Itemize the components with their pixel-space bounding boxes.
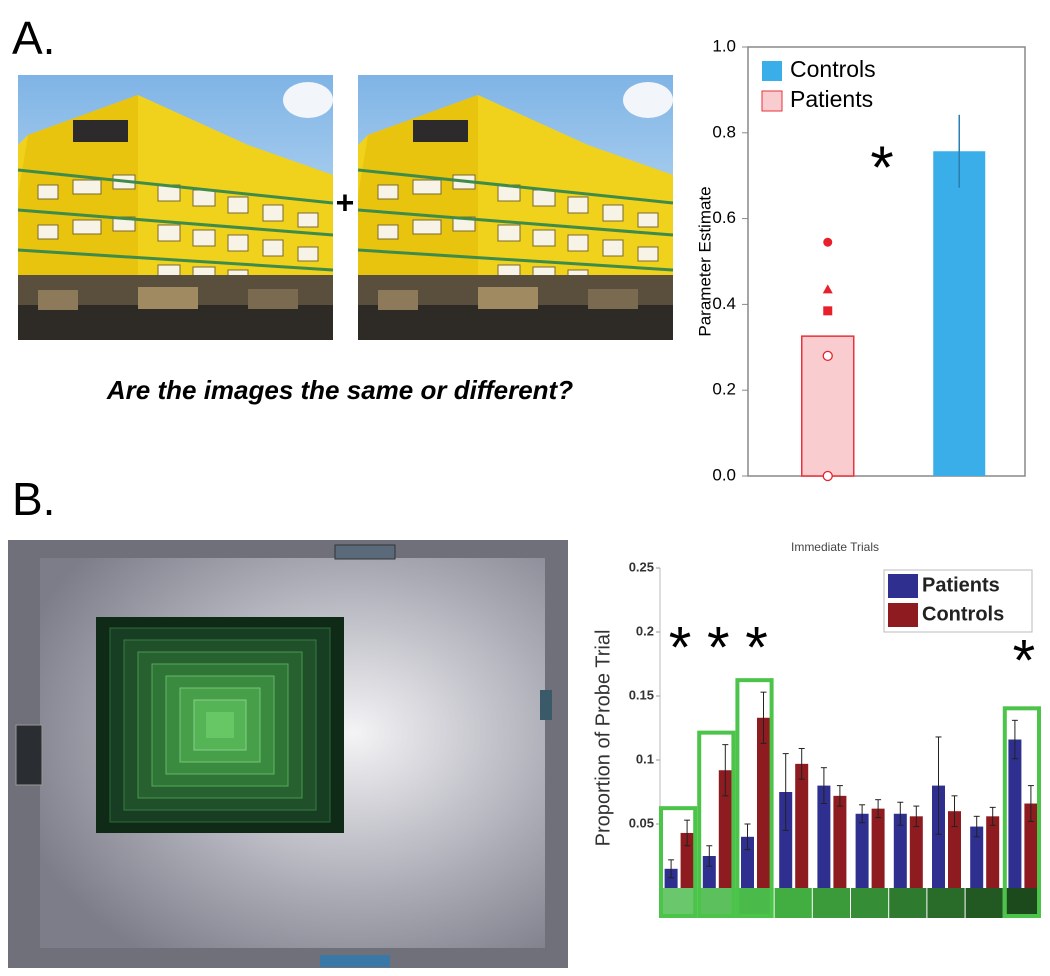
bar [718,770,732,888]
y-tick-label: 0.4 [712,294,736,313]
legend-label: Controls [922,603,1004,625]
bar [933,151,986,476]
bar [702,856,716,888]
bar [855,813,869,888]
photo-left [16,73,335,342]
category-strip [660,888,698,918]
y-tick-label: 0.8 [712,122,736,141]
significance-marker: * [745,615,768,680]
y-tick-label: 0.05 [629,815,654,830]
chart-title: Immediate Trials [791,540,879,554]
legend-swatch [888,603,918,627]
bar [1024,803,1038,888]
significance-box [735,678,774,918]
data-point [823,306,833,316]
bar [795,763,809,888]
legend-label: Patients [790,86,873,112]
y-tick-label: 0.2 [636,623,654,638]
significance-box [1002,706,1041,918]
category-strip [812,888,850,918]
bar [817,785,831,888]
bar [741,836,754,888]
data-point [822,470,833,482]
bar [833,795,847,888]
plus-sign: + [336,184,355,220]
category-strip [965,888,1003,918]
significance-box [697,730,736,919]
bar [757,717,770,888]
plot-frame [747,46,1026,477]
category-strip [927,888,965,918]
bar [893,813,907,888]
bar [909,816,923,888]
y-tick-label: 0.15 [629,687,654,702]
photo-right [356,73,675,342]
significance-marker: * [1013,628,1036,693]
category-strip [851,888,889,918]
category-strip [1003,888,1041,918]
bar [948,811,961,888]
legend-swatch [888,574,918,598]
data-point [822,350,833,362]
y-tick-label: 0.6 [712,208,736,227]
legend-label: Controls [790,56,876,82]
question: Are the images the same or different? [106,375,573,405]
legend-label: Patients [922,574,1000,596]
category-strip [889,888,927,918]
y-tick-label: 0.1 [636,751,654,766]
significance-box [659,806,698,918]
y-tick-label: 1.0 [712,36,736,55]
category-strip [774,888,812,918]
significance-marker: * [707,615,730,680]
data-point [823,237,833,247]
y-axis-label: Parameter Estimate [695,186,714,336]
bar [932,785,945,888]
bar [1008,739,1022,888]
significance-marker: * [870,134,893,201]
y-axis-label: Proportion of Probe Trial [592,630,614,847]
significance-marker: * [669,615,692,680]
category-strip [736,888,774,918]
bar [986,816,1000,888]
bar [871,808,885,888]
legend-swatch [762,61,782,81]
panel-label: A. [12,12,55,64]
panel-label: B. [12,473,55,525]
y-tick-label: 0.0 [712,465,736,484]
room-view [8,540,568,968]
bar [779,792,793,888]
category-strip [698,888,736,918]
data-point [822,284,833,294]
bar [970,826,984,888]
bar [680,832,694,888]
legend-swatch [761,90,783,112]
bar [664,868,678,888]
y-tick-label: 0.25 [629,559,654,574]
y-tick-label: 0.2 [712,380,736,399]
